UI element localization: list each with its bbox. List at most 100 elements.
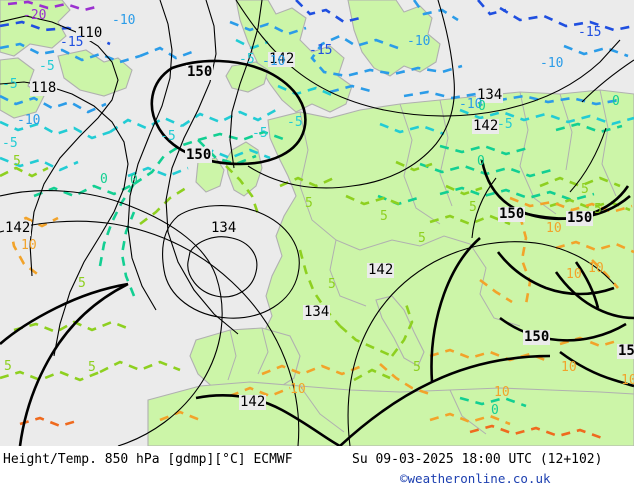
height-contour-142-e [347, 241, 615, 446]
height-contour-150-mid [496, 251, 615, 296]
temperature-contour-label: -10 [17, 113, 41, 128]
temp-contour-5-c [13, 320, 133, 334]
height-contour-label: 150 [566, 210, 594, 226]
temperature-contour-label: 0 [612, 94, 620, 109]
height-contour-label: 150 [185, 147, 213, 163]
temp-contour--15-b [295, 0, 361, 24]
temp-contour-5-b [139, 186, 187, 226]
temp-contour--5-a [0, 120, 111, 140]
temp-contour--5-g [459, 108, 634, 126]
temp-contour-5-k [429, 214, 511, 226]
temp-contour-5-o [395, 160, 433, 172]
height-contour-134-arc [0, 190, 223, 446]
temperature-contour-label: 5 [328, 277, 336, 292]
height-contour-label: 118 [30, 80, 58, 96]
temp-contour-10-j [559, 336, 621, 348]
temp-contour--10-g [329, 84, 375, 94]
temp-contour-0-i [555, 122, 623, 134]
temperature-contour-label: 5 [4, 359, 12, 374]
height-contour-142-w [0, 220, 300, 446]
height-contour-110 [0, 15, 119, 277]
temp-contour-10-c [509, 196, 633, 214]
land-labrador [0, 57, 45, 119]
temp-contour--10-d [229, 20, 307, 36]
height-contour-146 [471, 177, 497, 239]
temp-contour-5-q [445, 184, 483, 196]
temperature-contour-label: 5 [594, 202, 602, 217]
temperature-contour-label: -20 [23, 8, 47, 23]
temperature-contour-label: 5 [469, 200, 477, 215]
temp-contour--5-c [0, 156, 79, 172]
temperature-contour-label: 0 [478, 99, 486, 114]
temperature-contour-label: 10 [561, 360, 577, 375]
footer-valid-time-text: Su 09-03-2025 18:00 UTC (12+102) [352, 452, 603, 467]
temp-contour--5-d [181, 108, 277, 128]
temp-contour--20 [7, 0, 101, 12]
height-contour-146-b [569, 127, 607, 193]
temperature-contour-label: 10 [588, 261, 604, 276]
temperature-contour-label: -5 [239, 52, 255, 67]
temp-contour-5-l [539, 176, 621, 188]
temp-contour--10-i [412, 0, 459, 22]
temperature-contour-label: 5 [78, 276, 86, 291]
temperature-contour-label: 10 [546, 221, 562, 236]
temp-contour-0-j [439, 186, 595, 202]
temperature-contour-label: -15 [309, 43, 333, 58]
temp-contour-5-a [0, 166, 49, 178]
height-contour-label: 142 [268, 51, 296, 67]
height-contour-label: 142 [4, 220, 32, 236]
height-contour-label: 134 [476, 87, 504, 103]
temperature-contour-label: -15 [60, 35, 84, 50]
temperature-contour-label: -15 [578, 25, 602, 40]
footer-bar: Height/Temp. 850 hPa [gdmp][°C] ECMWF Su… [0, 446, 634, 490]
land-north-africa [147, 381, 634, 446]
temperature-contour-label: 0 [100, 172, 108, 187]
height-contour-150-iceland [150, 59, 307, 166]
height-contour-label: 150 [617, 344, 634, 359]
temperature-contour-label: -5 [39, 59, 55, 74]
temperature-contour-label: 10 [290, 382, 306, 397]
temp-contour--10-c [0, 94, 107, 114]
temp-contour--5-b [109, 116, 183, 134]
height-contour-thick-africa [195, 394, 341, 446]
temp-contour-10-f [429, 348, 551, 364]
temp-contour-15-a [469, 424, 603, 440]
temperature-contour-label: -10 [540, 56, 564, 71]
temperature-contour-label: -5 [497, 117, 513, 132]
footer-credit-link[interactable]: ©weatheronline.co.uk [400, 471, 551, 486]
temp-contour-10-n [159, 410, 201, 422]
temperature-contour-label: 0 [477, 154, 485, 169]
temp-contour-15-b [19, 416, 81, 428]
temp-contour--5-f [277, 84, 335, 98]
temperature-contour-label: 5 [13, 154, 21, 169]
temperature-contour-label: 0 [491, 403, 499, 418]
height-contour-150-se [499, 316, 627, 342]
temperature-contour-label: -5 [287, 115, 303, 130]
temp-contour-5-n [225, 165, 260, 215]
map-canvas[interactable]: 110 118 142 134 142 150 150 142 134 134 142 150 150 1… [0, 0, 634, 446]
temperature-contour-label: 0 [130, 173, 138, 188]
temperature-contour-label: 5 [305, 196, 313, 211]
height-contour-126 [127, 0, 173, 311]
temperature-contour-label: -5 [2, 136, 18, 151]
temperature-contour-label: 5 [413, 360, 421, 375]
temp-contour-0-k [459, 396, 527, 408]
height-contour-thick-east [554, 271, 634, 320]
height-contour-label: 142 [367, 262, 395, 278]
height-contour-label: 142 [239, 394, 267, 410]
temperature-contour-label: -10 [459, 97, 483, 112]
temperature-contour-label: 5 [418, 231, 426, 246]
land-ireland [195, 157, 225, 193]
temp-contour-5-j [390, 303, 414, 357]
temperature-contour-label: 10 [621, 373, 634, 388]
height-contour-130 [165, 0, 239, 335]
height-contour-label: 134 [210, 220, 238, 236]
temp-contour-0-f [197, 139, 257, 166]
temp-contour--10-e [310, 34, 463, 78]
height-contour-134-low-outer [161, 205, 300, 319]
height-contour-label: 142 [472, 118, 500, 134]
temp-contour--15-d [477, 0, 507, 16]
temp-contour-10-m [429, 412, 511, 426]
temp-contour-0-a [33, 182, 135, 198]
